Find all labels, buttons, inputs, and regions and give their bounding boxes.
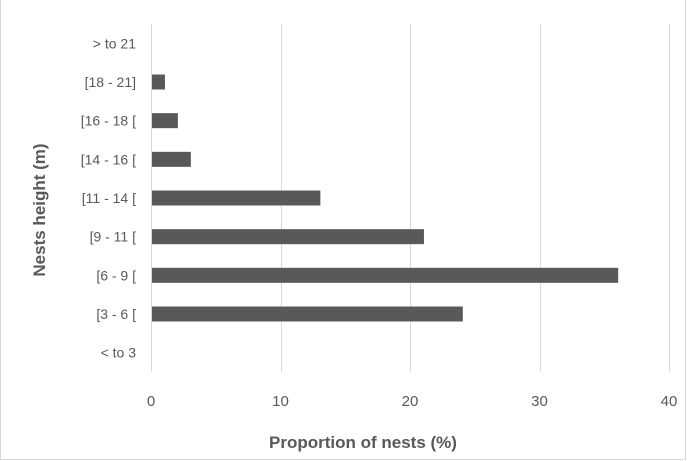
bar	[152, 229, 424, 245]
category-labels: < to 3 [3 - 6 [ [6 - 9 [ [9 - 11 [ [11 - 14 …	[81, 35, 136, 360]
x-tick-labels: 0 10 20 30 40	[147, 393, 678, 410]
category-label: [14 - 16 [	[81, 151, 136, 167]
bar	[152, 267, 619, 283]
x-tick-label: 20	[402, 393, 419, 410]
category-label: [9 - 11 [	[90, 229, 137, 245]
category-label: [3 - 6 [	[96, 306, 136, 322]
bar	[152, 190, 321, 206]
category-label: < to 3	[101, 345, 137, 361]
x-tick-label: 30	[531, 393, 548, 410]
x-tick-label: 0	[147, 393, 155, 410]
y-axis-title: Nests height (m)	[30, 143, 49, 276]
bar	[152, 306, 463, 322]
bar	[152, 113, 178, 129]
x-tick-label: 40	[661, 393, 678, 410]
category-label: [16 - 18 [	[81, 113, 136, 129]
x-axis-title: Proportion of nests (%)	[269, 433, 457, 452]
x-tick-label: 10	[272, 393, 289, 410]
category-label: [18 - 21]	[85, 74, 136, 90]
category-label: [11 - 14 [	[82, 190, 136, 206]
category-label: > to 21	[93, 35, 136, 51]
bar	[152, 74, 165, 90]
bars	[152, 74, 619, 322]
bar	[152, 151, 191, 167]
category-label: [6 - 9 [	[96, 267, 136, 283]
